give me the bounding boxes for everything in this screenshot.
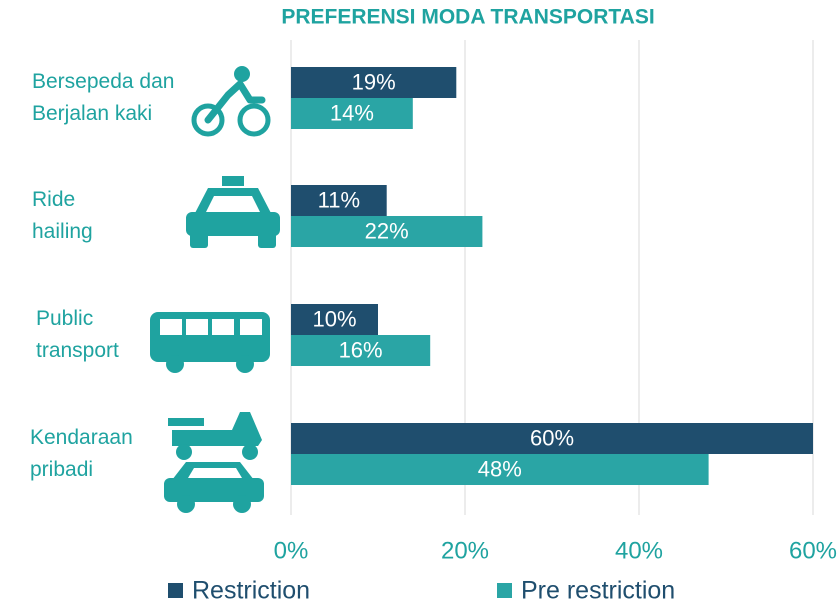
legend-label: Restriction xyxy=(192,577,310,605)
bar xyxy=(291,304,378,335)
category-label: Kendaraan pribadi xyxy=(30,426,133,481)
data-label: 11% xyxy=(318,187,360,212)
category-label: Public transport xyxy=(36,307,119,362)
legend-swatch xyxy=(497,583,512,598)
data-label: 14% xyxy=(330,100,374,125)
data-label: 19% xyxy=(352,69,396,94)
data-label: 60% xyxy=(530,425,574,450)
x-tick-label: 20% xyxy=(441,537,489,564)
bar xyxy=(291,67,457,98)
x-tick-label: 40% xyxy=(615,537,663,564)
bus-icon xyxy=(150,312,270,373)
icons xyxy=(150,66,280,513)
bicycle-icon xyxy=(191,66,271,137)
taxi-icon xyxy=(186,176,280,248)
data-label: 10% xyxy=(312,306,356,331)
legend-swatch xyxy=(168,583,183,598)
category-label: Bersepeda dan Berjalan kaki xyxy=(32,70,175,125)
bar xyxy=(291,98,413,129)
bar xyxy=(291,423,813,454)
bar xyxy=(291,185,387,216)
data-label: 16% xyxy=(339,337,383,362)
data-label: 48% xyxy=(478,456,522,481)
scooter-car-icon xyxy=(164,412,264,513)
bar xyxy=(291,454,709,485)
chart-title: PREFERENSI MODA TRANSPORTASI xyxy=(281,6,654,29)
legend-label: Pre restriction xyxy=(521,577,675,605)
bar xyxy=(291,335,431,366)
bar xyxy=(291,216,483,247)
data-label: 22% xyxy=(365,218,409,243)
category-label: Ride hailing xyxy=(32,188,93,243)
x-tick-label: 0% xyxy=(274,537,309,564)
x-tick-label: 60% xyxy=(789,537,837,564)
